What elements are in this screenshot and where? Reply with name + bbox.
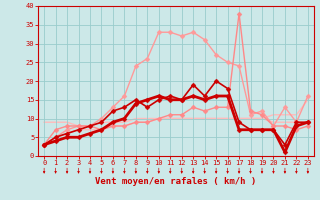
X-axis label: Vent moyen/en rafales ( km/h ): Vent moyen/en rafales ( km/h ) <box>95 177 257 186</box>
